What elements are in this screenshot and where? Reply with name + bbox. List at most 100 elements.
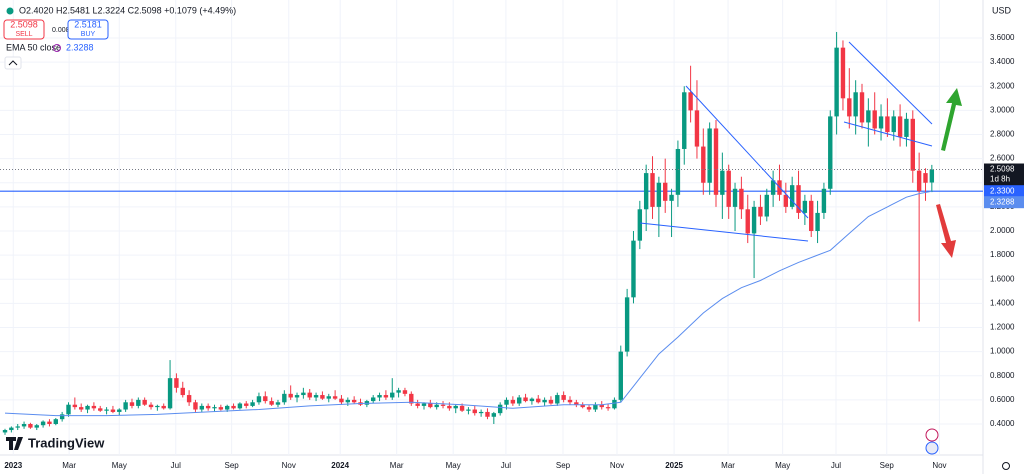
candle-body: [853, 92, 858, 117]
y-tick-label: 3.4000: [990, 57, 1015, 66]
candle-body: [517, 397, 522, 404]
candle-body: [155, 405, 160, 408]
candle-body: [85, 405, 90, 410]
candle-body: [186, 395, 192, 403]
candle-body: [294, 395, 300, 398]
y-tick-label: 2.0000: [990, 226, 1015, 235]
candle-body: [713, 128, 719, 195]
candle-body: [675, 148, 681, 195]
x-tick-label: Sep: [556, 461, 571, 470]
candle-body: [66, 404, 71, 415]
settings-icon[interactable]: [1002, 462, 1010, 470]
candle-body: [701, 146, 706, 183]
candle-body: [104, 409, 109, 411]
candle-body: [466, 409, 471, 411]
sell-button[interactable]: [3, 19, 45, 40]
x-tick-label: May: [446, 461, 461, 470]
candle-body: [491, 413, 497, 417]
spread: 0.0083: [52, 27, 74, 34]
candle-body: [212, 407, 217, 409]
candle-body: [586, 407, 592, 410]
candle-body: [98, 408, 103, 411]
x-tick-label: 2023: [4, 461, 22, 470]
candle-body: [707, 128, 712, 183]
candle-body: [643, 173, 649, 210]
candle-body: [809, 200, 814, 231]
candle-body: [218, 407, 224, 410]
candle-body: [78, 407, 84, 410]
candle-body: [440, 404, 446, 406]
candle-body: [421, 403, 427, 406]
candle-body: [872, 110, 877, 129]
candle-body: [332, 396, 338, 399]
status-dot: [6, 7, 14, 15]
x-tick-label: Jul: [831, 461, 841, 470]
indicator-icon: [53, 44, 61, 52]
collapse-button[interactable]: [4, 56, 22, 70]
candle-body: [599, 404, 604, 408]
x-tick-label: 2024: [331, 461, 349, 470]
candle-body: [891, 116, 896, 133]
candle-body: [821, 188, 827, 213]
sell-label: SELL: [15, 31, 32, 38]
indicator-value: 2.3288: [66, 42, 94, 52]
y-tick-label: 1.6000: [990, 274, 1015, 283]
indicator-name: EMA 50 close: [6, 42, 61, 52]
candle-body: [732, 188, 738, 207]
buy-button[interactable]: [67, 19, 109, 40]
candle-body: [339, 398, 344, 403]
y-tick-label: 0.8000: [990, 371, 1015, 380]
candle-body: [485, 411, 490, 417]
candle-body: [885, 116, 890, 133]
candle-body: [815, 212, 820, 231]
candle-body: [434, 404, 439, 408]
candle-body: [745, 209, 750, 234]
brand: TradingView: [28, 435, 105, 450]
candle-body: [847, 98, 852, 117]
ema-line: [4, 190, 932, 417]
candle-body: [650, 173, 655, 207]
candle-body: [428, 403, 433, 408]
candle-body: [561, 395, 566, 400]
candle-body: [231, 405, 236, 409]
x-tick-label: Sep: [880, 461, 895, 470]
x-tick-label: Sep: [225, 461, 240, 470]
candle-body: [720, 170, 725, 195]
event-icon[interactable]: [925, 441, 939, 455]
candle-body: [244, 403, 249, 406]
candle-body: [593, 404, 598, 410]
candle-body: [396, 390, 401, 393]
candle-body: [510, 399, 516, 404]
candle-body: [580, 404, 585, 408]
candle-body: [656, 182, 662, 207]
event-icon[interactable]: [925, 428, 939, 442]
candle-body: [789, 185, 795, 207]
candle-body: [916, 170, 922, 192]
candle-body: [256, 396, 262, 403]
candle-body: [282, 393, 287, 403]
candle-body: [345, 399, 351, 403]
hline-label-box: [984, 185, 1024, 198]
x-tick-label: Jul: [171, 461, 181, 470]
countdown-label: 1d 8h: [990, 175, 1010, 184]
y-tick-label: 2.8000: [990, 130, 1015, 139]
candle-body: [796, 185, 801, 213]
candle-body: [237, 403, 243, 409]
x-tick-label: Nov: [282, 461, 296, 470]
candle-body: [783, 194, 789, 207]
chevron: [8, 60, 18, 66]
x-tick-label: 2025: [665, 461, 683, 470]
candle-body: [497, 404, 503, 414]
candle-body: [536, 398, 541, 403]
trendlines: [639, 41, 933, 242]
y-tick-label: 0.4000: [990, 419, 1015, 428]
candle-body: [529, 398, 535, 402]
trendline: [848, 41, 933, 125]
candle-body: [688, 92, 693, 111]
candle-body: [53, 419, 58, 424]
candle-body: [383, 395, 389, 398]
x-tick-label: May: [775, 461, 790, 470]
candle-body: [663, 182, 668, 201]
candle-body: [669, 194, 674, 201]
x-tick-label: Mar: [62, 461, 76, 470]
